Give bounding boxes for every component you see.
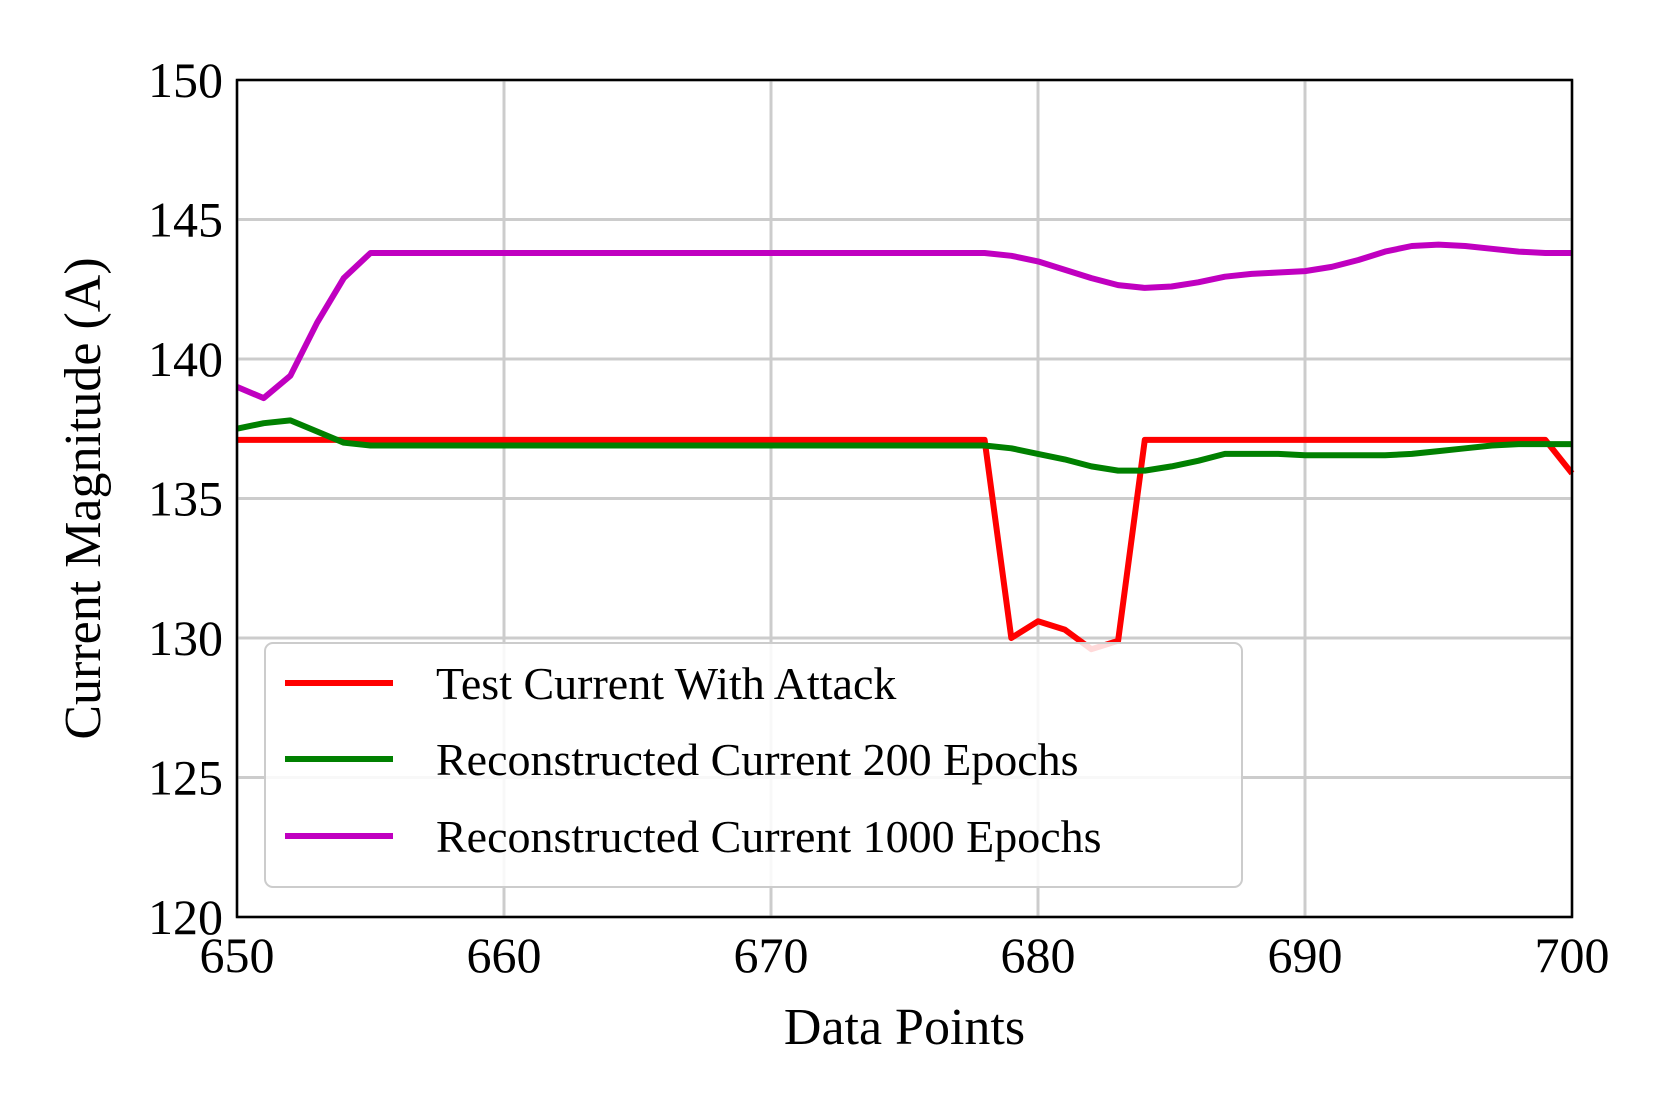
series-line-2 <box>236 417 1572 474</box>
y-tick-label: 140 <box>148 331 223 387</box>
y-tick-label: 120 <box>148 889 223 945</box>
tick-labels: 650 660 670 680 690 700 120 125 130 135 140 145 150 <box>148 52 1610 983</box>
x-tick-label: 680 <box>1001 927 1076 983</box>
y-tick-label: 130 <box>148 610 223 666</box>
series-line-3 <box>235 241 1572 402</box>
plot-area-frame <box>235 78 1574 919</box>
x-tick-label: 670 <box>734 927 809 983</box>
legend-label: Reconstructed Current 200 Epochs <box>436 734 1079 785</box>
y-tick-label: 150 <box>148 52 223 108</box>
x-axis-label: Data Points <box>784 999 1025 1056</box>
y-axis-label: Current Magnitude (A) <box>55 257 112 739</box>
legend-item: Reconstructed Current 1000 Epochs <box>285 811 1102 862</box>
x-tick-label: 660 <box>467 927 542 983</box>
legend-box <box>264 642 1243 888</box>
legend-item: Reconstructed Current 200 Epochs <box>285 734 1079 785</box>
x-tick-label: 650 <box>200 927 275 983</box>
y-tick-label: 135 <box>148 471 223 527</box>
y-tick-label: 145 <box>148 192 223 248</box>
series-layer <box>235 241 1575 653</box>
y-tick-label: 125 <box>148 750 223 806</box>
x-tick-label: 700 <box>1535 927 1610 983</box>
series-line-1 <box>237 436 1575 653</box>
legend: Test Current With Attack Reconstructed Cu… <box>264 642 1243 888</box>
legend-label: Test Current With Attack <box>436 658 896 709</box>
legend-item: Test Current With Attack <box>285 658 896 709</box>
x-tick-label: 690 <box>1268 927 1343 983</box>
legend-label: Reconstructed Current 1000 Epochs <box>436 811 1102 862</box>
